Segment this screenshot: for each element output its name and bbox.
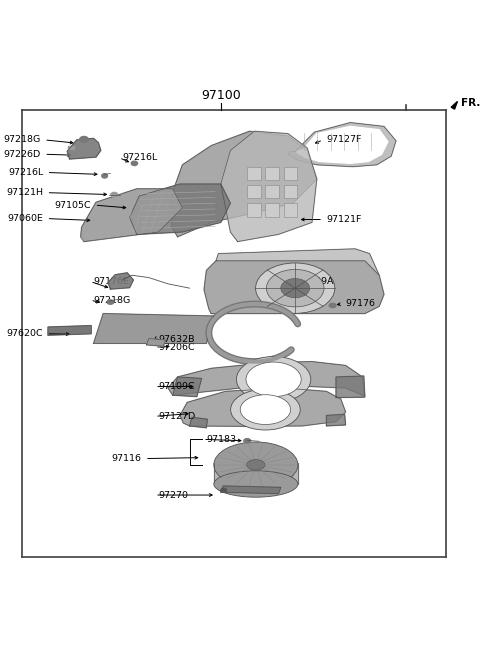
Ellipse shape [132, 161, 138, 165]
Polygon shape [326, 415, 346, 426]
Ellipse shape [281, 279, 310, 298]
Ellipse shape [102, 174, 108, 178]
Ellipse shape [230, 389, 300, 430]
Polygon shape [190, 417, 207, 428]
Ellipse shape [111, 192, 118, 197]
Bar [265, 167, 279, 180]
Text: 97121F: 97121F [326, 215, 362, 224]
Ellipse shape [236, 357, 311, 402]
Polygon shape [94, 314, 214, 343]
Ellipse shape [266, 270, 324, 307]
Text: 97127D: 97127D [158, 412, 196, 420]
Bar [247, 185, 261, 198]
Polygon shape [173, 377, 202, 397]
Text: 97270: 97270 [158, 491, 188, 499]
Text: 97226D: 97226D [3, 150, 41, 159]
Text: 97183: 97183 [206, 435, 237, 444]
Ellipse shape [244, 439, 251, 443]
Ellipse shape [255, 263, 335, 314]
Text: 97176: 97176 [346, 300, 375, 308]
Polygon shape [216, 249, 379, 276]
Text: 97060E: 97060E [7, 214, 43, 223]
Polygon shape [221, 131, 317, 241]
Polygon shape [81, 189, 182, 241]
Text: 97632B: 97632B [158, 335, 195, 344]
Text: 97109C: 97109C [158, 382, 195, 391]
Polygon shape [168, 361, 365, 396]
Text: 97216L: 97216L [122, 153, 157, 162]
Text: FR.: FR. [461, 98, 480, 108]
Polygon shape [288, 123, 396, 167]
Bar [284, 185, 297, 198]
Polygon shape [67, 138, 101, 159]
Ellipse shape [221, 488, 227, 492]
Polygon shape [297, 127, 388, 163]
Bar [247, 203, 261, 216]
Polygon shape [336, 376, 365, 398]
Polygon shape [451, 102, 457, 109]
Text: 97100: 97100 [201, 89, 240, 102]
Text: 97218G: 97218G [3, 135, 41, 144]
Text: 97105C: 97105C [55, 201, 91, 210]
Bar [247, 167, 261, 180]
Text: 97116: 97116 [111, 454, 142, 463]
Ellipse shape [214, 442, 298, 487]
Polygon shape [170, 131, 317, 237]
Text: 97218G: 97218G [94, 296, 131, 304]
Polygon shape [48, 325, 91, 335]
Bar [265, 185, 279, 198]
Ellipse shape [80, 136, 88, 142]
Polygon shape [68, 146, 74, 150]
Text: 97620C: 97620C [7, 329, 43, 338]
Polygon shape [130, 184, 230, 234]
Polygon shape [214, 463, 298, 484]
Text: 97109A: 97109A [298, 277, 334, 286]
Ellipse shape [247, 459, 265, 470]
Ellipse shape [214, 471, 298, 497]
Polygon shape [146, 338, 166, 346]
Polygon shape [180, 388, 346, 426]
Text: 97121H: 97121H [6, 188, 43, 197]
Ellipse shape [240, 395, 290, 424]
Ellipse shape [329, 303, 336, 308]
Bar [265, 203, 279, 216]
Text: 97176E: 97176E [94, 277, 130, 286]
Ellipse shape [107, 300, 114, 304]
Polygon shape [108, 273, 133, 289]
Polygon shape [204, 261, 384, 314]
Text: 97206C: 97206C [158, 342, 195, 352]
Text: 97216L: 97216L [8, 168, 43, 177]
Text: 97127F: 97127F [326, 135, 362, 144]
Bar [284, 167, 297, 180]
Ellipse shape [246, 362, 301, 397]
Bar [284, 203, 297, 216]
Polygon shape [221, 486, 281, 493]
